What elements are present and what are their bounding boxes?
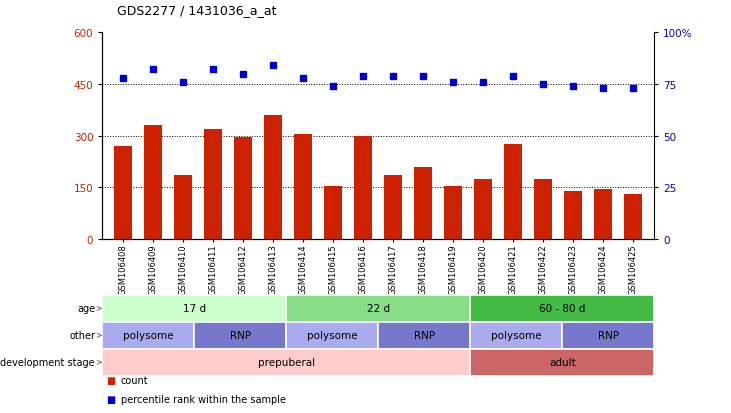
Bar bbox=[102, 322, 194, 349]
Bar bbox=[102, 349, 470, 376]
Text: polysome: polysome bbox=[491, 330, 542, 341]
Text: RNP: RNP bbox=[598, 330, 619, 341]
Bar bbox=[295, 135, 312, 240]
Bar bbox=[414, 167, 432, 240]
Text: prepuberal: prepuberal bbox=[258, 357, 315, 368]
Bar bbox=[287, 322, 378, 349]
Text: count: count bbox=[121, 375, 148, 385]
Bar bbox=[504, 145, 522, 240]
Bar bbox=[564, 191, 583, 240]
Text: age: age bbox=[77, 304, 101, 314]
Text: GDS2277 / 1431036_a_at: GDS2277 / 1431036_a_at bbox=[117, 4, 276, 17]
Bar bbox=[325, 186, 342, 240]
Bar bbox=[205, 129, 222, 240]
Bar bbox=[174, 176, 192, 240]
Text: ■: ■ bbox=[106, 394, 115, 404]
Text: RNP: RNP bbox=[414, 330, 435, 341]
Text: 60 - 80 d: 60 - 80 d bbox=[539, 304, 586, 314]
Bar bbox=[235, 138, 252, 240]
Bar bbox=[355, 136, 372, 240]
Bar bbox=[470, 349, 654, 376]
Text: ■: ■ bbox=[106, 375, 115, 385]
Text: 22 d: 22 d bbox=[367, 304, 390, 314]
Text: adult: adult bbox=[549, 357, 575, 368]
Bar bbox=[624, 195, 643, 240]
Text: 17 d: 17 d bbox=[183, 304, 206, 314]
Bar bbox=[444, 186, 462, 240]
Text: RNP: RNP bbox=[230, 330, 251, 341]
Bar bbox=[265, 116, 282, 240]
Text: other: other bbox=[69, 330, 101, 341]
Bar bbox=[102, 295, 287, 322]
Bar bbox=[534, 179, 552, 240]
Text: polysome: polysome bbox=[307, 330, 357, 341]
Bar bbox=[474, 179, 492, 240]
Text: percentile rank within the sample: percentile rank within the sample bbox=[121, 394, 286, 404]
Text: polysome: polysome bbox=[123, 330, 173, 341]
Bar bbox=[114, 147, 132, 240]
Bar bbox=[194, 322, 287, 349]
Bar bbox=[385, 176, 402, 240]
Bar bbox=[594, 190, 613, 240]
Bar bbox=[379, 322, 470, 349]
Bar bbox=[287, 295, 470, 322]
Bar bbox=[144, 126, 162, 240]
Bar bbox=[470, 322, 562, 349]
Bar bbox=[562, 322, 654, 349]
Bar bbox=[470, 295, 654, 322]
Text: development stage: development stage bbox=[1, 357, 101, 368]
